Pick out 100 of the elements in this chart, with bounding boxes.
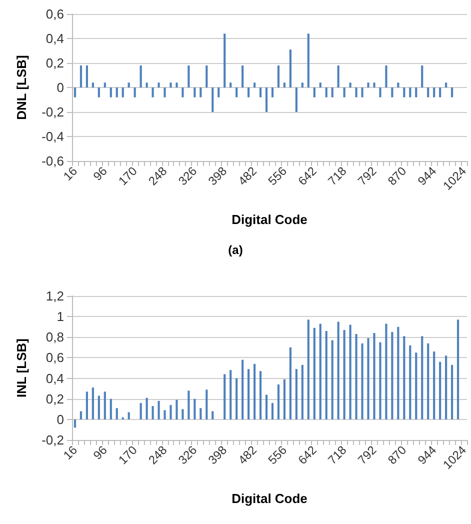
bar — [319, 82, 322, 88]
bar — [277, 65, 280, 88]
bar — [236, 88, 238, 98]
bar — [379, 342, 382, 420]
bar — [385, 65, 388, 88]
bar — [253, 82, 256, 88]
y-tick-label: -0,2 — [42, 104, 64, 120]
x-axis-title: Digital Code — [232, 491, 308, 506]
bar — [331, 340, 334, 420]
x-tick-label: 642 — [295, 164, 320, 188]
bar — [307, 320, 310, 420]
bar — [337, 322, 340, 420]
x-tick-label: 326 — [176, 442, 200, 468]
bar — [86, 392, 88, 420]
bar — [307, 34, 310, 88]
bar — [116, 408, 118, 420]
bar — [158, 82, 160, 88]
bar — [319, 324, 322, 420]
bar — [92, 388, 94, 420]
y-tick-label: 0,8 — [46, 330, 64, 345]
bar — [391, 332, 394, 420]
y-tick-label: 0,6 — [46, 350, 64, 366]
bar — [289, 347, 292, 420]
bar — [343, 88, 346, 98]
bar — [450, 88, 454, 98]
bar — [116, 88, 118, 98]
bar — [170, 405, 172, 420]
bar — [283, 82, 286, 88]
bar — [92, 82, 94, 88]
bar — [230, 370, 232, 420]
bar — [403, 88, 406, 98]
bar — [403, 336, 406, 420]
bar — [182, 409, 184, 420]
y-tick-label: -0,4 — [42, 129, 64, 144]
bar — [206, 65, 208, 88]
bar — [170, 82, 172, 88]
x-tick-label: 556 — [265, 442, 290, 468]
bar — [200, 408, 202, 420]
bar — [355, 334, 358, 420]
bar — [248, 88, 250, 98]
y-tick-label: 0,2 — [46, 391, 64, 406]
bar — [313, 88, 316, 98]
x-tick-label: 944 — [414, 442, 440, 468]
y-tick-label: 0,2 — [46, 56, 64, 70]
bar — [98, 88, 100, 98]
bar — [236, 378, 238, 420]
bar — [445, 356, 448, 420]
bar — [80, 411, 82, 420]
x-tick-label: 870 — [385, 442, 410, 468]
bar — [367, 82, 370, 88]
bar — [140, 402, 142, 420]
bar — [361, 343, 364, 420]
bar — [421, 336, 424, 420]
bar — [224, 34, 226, 88]
bar — [98, 396, 100, 420]
bar — [337, 65, 340, 88]
bar — [152, 406, 154, 420]
y-tick-label: 0,6 — [46, 6, 64, 22]
bar — [325, 88, 328, 98]
bar — [325, 330, 328, 420]
bar — [140, 65, 142, 88]
bar — [450, 364, 454, 420]
bar — [164, 410, 166, 420]
bar — [433, 88, 436, 98]
text: (a) — [228, 243, 243, 257]
x-axis-title: Digital Code — [232, 212, 308, 227]
bar — [248, 369, 250, 420]
bar — [421, 65, 424, 88]
y-axis-title: INL [LSB] — [14, 338, 29, 398]
bar — [409, 88, 412, 98]
bar — [146, 398, 148, 420]
bar — [218, 88, 220, 98]
bar — [385, 324, 388, 420]
bar — [361, 88, 364, 98]
bar — [433, 352, 436, 420]
bar — [230, 82, 232, 88]
y-tick-label: 0,4 — [46, 31, 64, 46]
bar — [80, 65, 82, 88]
bar — [212, 88, 214, 112]
bar — [194, 88, 196, 98]
bar — [242, 360, 244, 420]
bar — [104, 82, 106, 88]
x-tick-label: 944 — [414, 164, 440, 188]
x-tick-label: 398 — [206, 164, 230, 188]
bar — [349, 324, 352, 420]
bar — [313, 328, 316, 420]
bar — [277, 384, 280, 420]
x-tick-label: 326 — [176, 164, 200, 188]
bar — [415, 352, 418, 420]
bar — [128, 82, 130, 88]
x-tick-label: 556 — [265, 164, 290, 188]
bar — [188, 390, 190, 420]
bar — [74, 88, 76, 98]
bar — [212, 411, 214, 420]
y-tick-label: 1 — [56, 309, 64, 324]
bar — [295, 369, 298, 420]
bar — [146, 82, 148, 88]
bar — [295, 88, 298, 112]
x-tick-label: 248 — [146, 442, 170, 468]
bar — [122, 88, 124, 98]
